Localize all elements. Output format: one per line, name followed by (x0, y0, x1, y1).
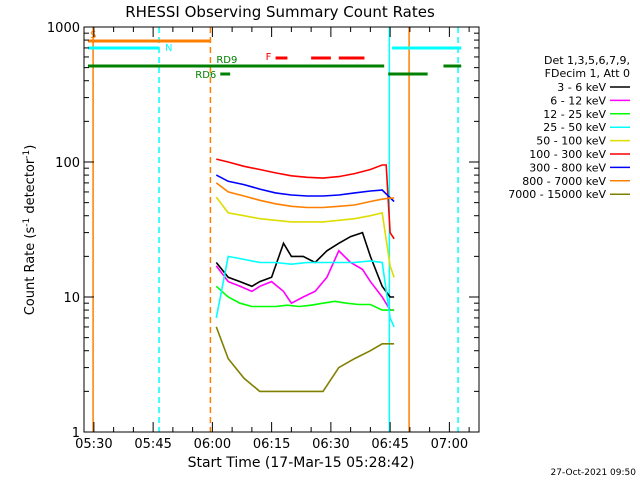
series-line-8 (215, 326, 395, 393)
x-axis-label: Start Time (17-Mar-15 05:28:42) (188, 455, 415, 471)
legend-label-4: 50 - 100 keV (536, 135, 606, 148)
x-tick-label-5: 06:45 (371, 437, 408, 452)
y-tick-label-3: 1000 (47, 21, 80, 36)
y-axis-label: Count Rate (s-1 detector-1) (22, 145, 38, 316)
x-axis: 05:30 05:45 06:00 06:15 06:30 06:45 07:00 (75, 27, 470, 452)
flag-label-rd6: RD6 (195, 70, 216, 81)
y-axis: 1 10 100 1000 (47, 21, 479, 441)
flag-label-f: F (266, 52, 272, 63)
x-tick-label-1: 05:45 (134, 437, 171, 452)
series-line-3 (215, 255, 395, 328)
series-line-5 (216, 158, 395, 240)
x-tick-label-6: 07:00 (431, 437, 468, 452)
y-axis-label-suffix: detector (23, 158, 38, 218)
x-tick-label-4: 06:30 (312, 437, 349, 452)
series-line-6 (215, 174, 395, 203)
y-tick-label-0: 1 (72, 426, 80, 441)
plot-frame (83, 26, 480, 433)
legend-label-3: 25 - 50 keV (543, 121, 606, 134)
flag-label-n: N (165, 43, 172, 54)
series-line-4 (215, 196, 395, 278)
x-tick-label-2: 06:00 (194, 437, 231, 452)
y-axis-label-close: ) (23, 145, 38, 150)
legend-label-1: 6 - 12 keV (550, 94, 606, 107)
legend-header-0: Det 1,3,5,6,7,9, (544, 54, 630, 67)
flag-label-s: S (90, 30, 96, 41)
legend-label-2: 12 - 25 keV (543, 108, 606, 121)
y-axis-label-sup: -1 (22, 218, 32, 227)
legend-label-0: 3 - 6 keV (557, 81, 606, 94)
legend: Det 1,3,5,6,7,9,FDecim 1, Att 03 - 6 keV… (508, 54, 630, 201)
legend-label-5: 100 - 300 keV (529, 148, 606, 161)
series-line-1 (215, 249, 395, 311)
x-tick-label-3: 06:15 (253, 437, 290, 452)
y-axis-label-sup-2: -1 (22, 150, 32, 159)
x-tick-label-0: 05:30 (75, 437, 112, 452)
legend-label-8: 7000 - 15000 keV (508, 188, 606, 201)
series-line-2 (215, 285, 395, 311)
y-axis-label-prefix: Count Rate (s (23, 227, 38, 316)
chart-title: RHESSI Observing Summary Count Rates (125, 3, 435, 21)
flag-label-rd9: RD9 (216, 55, 237, 66)
y-tick-label-1: 10 (63, 291, 80, 306)
legend-label-6: 300 - 800 keV (529, 161, 606, 174)
y-tick-label-2: 100 (55, 156, 80, 171)
footer-date: 27-Oct-2021 09:50 (551, 468, 637, 478)
legend-header-1: FDecim 1, Att 0 (545, 67, 630, 80)
series-line-7 (215, 182, 395, 209)
legend-label-7: 800 - 7000 keV (522, 175, 606, 188)
